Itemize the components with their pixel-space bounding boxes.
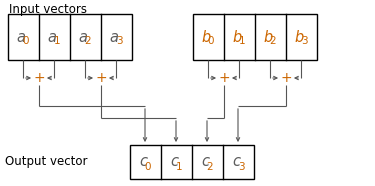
Text: c: c [139, 155, 147, 169]
Text: a: a [110, 30, 118, 44]
Text: a: a [48, 30, 57, 44]
Text: 1: 1 [176, 161, 182, 171]
Bar [193, 14, 317, 60]
Text: 2: 2 [207, 161, 213, 171]
Text: +: + [280, 71, 292, 85]
Text: 2: 2 [270, 36, 276, 46]
Text: +: + [218, 71, 230, 85]
Bar [8, 14, 132, 60]
Text: 0: 0 [23, 36, 29, 46]
Bar [130, 145, 254, 179]
Text: Input vectors: Input vectors [9, 2, 87, 15]
Text: 3: 3 [116, 36, 122, 46]
Text: c: c [232, 155, 240, 169]
Text: 3: 3 [301, 36, 307, 46]
Text: 1: 1 [54, 36, 60, 46]
Text: b: b [201, 30, 211, 44]
Text: c: c [170, 155, 178, 169]
Text: b: b [294, 30, 304, 44]
Text: a: a [16, 30, 26, 44]
Text: 0: 0 [208, 36, 214, 46]
Text: Output vector: Output vector [5, 155, 87, 169]
Text: a: a [78, 30, 87, 44]
Text: 2: 2 [85, 36, 92, 46]
Text: 3: 3 [238, 161, 244, 171]
Text: b: b [263, 30, 273, 44]
Text: c: c [201, 155, 209, 169]
Text: 1: 1 [238, 36, 245, 46]
Text: b: b [232, 30, 242, 44]
Text: 0: 0 [145, 161, 151, 171]
Text: +: + [33, 71, 45, 85]
Text: +: + [95, 71, 107, 85]
